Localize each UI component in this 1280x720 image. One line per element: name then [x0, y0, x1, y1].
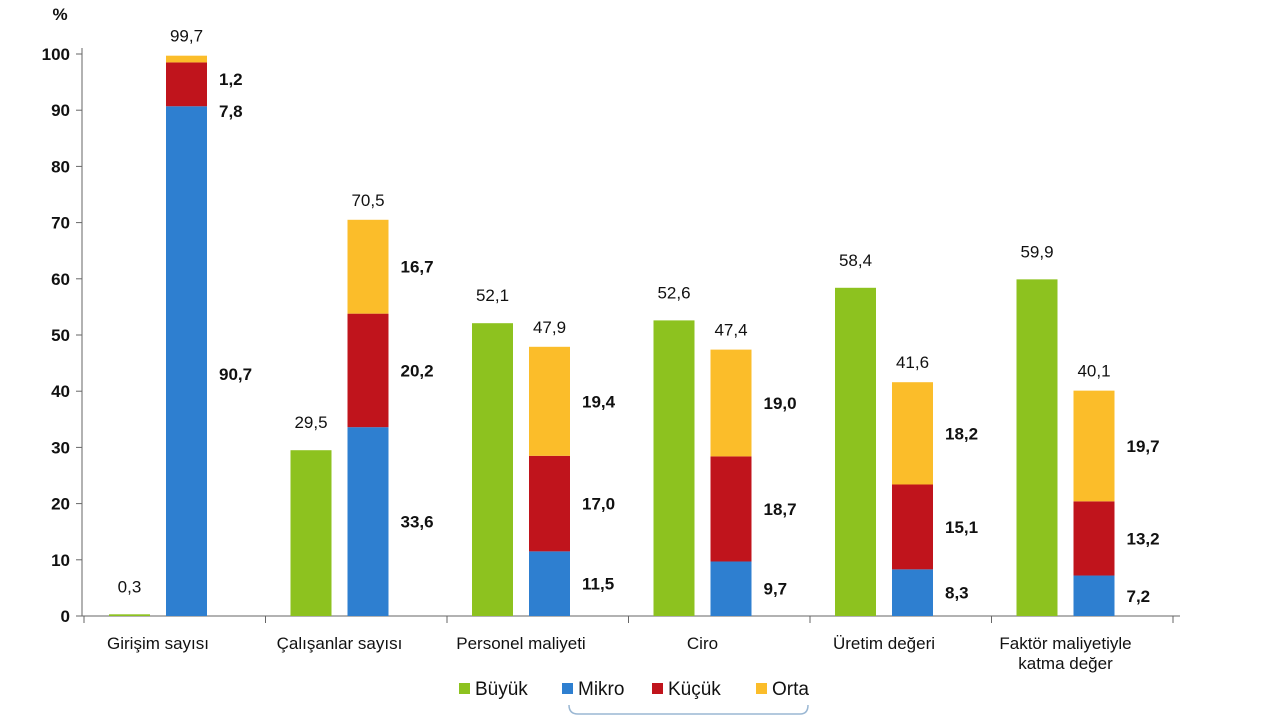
data-label-buyuk: 0,3	[118, 577, 142, 596]
data-label-kucuk: 13,2	[1127, 529, 1160, 548]
data-label-orta: 19,4	[582, 392, 616, 411]
y-unit-label: %	[52, 5, 67, 24]
legend-label-2: Küçük	[668, 679, 721, 700]
y-tick-label: 100	[42, 45, 70, 64]
data-label-orta: 18,2	[945, 424, 978, 443]
bar-buyuk	[290, 450, 332, 616]
data-label-orta: 1,2	[219, 70, 243, 89]
data-label-mikro: 90,7	[219, 365, 252, 384]
data-label-orta: 19,7	[1127, 437, 1160, 456]
data-label-total: 41,6	[896, 353, 929, 372]
bar-segment-orta	[529, 346, 570, 456]
bar-buyuk	[835, 287, 876, 616]
data-label-total: 70,5	[351, 191, 384, 210]
bar-segment-mikro	[166, 106, 207, 617]
bar-segment-kucuk	[529, 455, 570, 552]
y-tick-label: 80	[51, 157, 70, 176]
bar-segment-kucuk	[166, 62, 207, 107]
data-label-mikro: 8,3	[945, 584, 969, 603]
bar-segment-mikro	[529, 551, 570, 616]
y-tick-label: 50	[51, 326, 70, 345]
legend-bracket	[568, 704, 809, 715]
y-tick-label: 30	[51, 438, 70, 457]
bar-buyuk	[472, 323, 513, 616]
data-label-total: 99,7	[170, 27, 203, 46]
bar-segment-mikro	[347, 427, 389, 616]
x-category-label: Girişim sayısı	[107, 634, 209, 653]
bar-segment-kucuk	[1073, 501, 1115, 576]
x-category-label: Faktör maliyetiyle	[999, 634, 1131, 653]
bar-buyuk	[653, 320, 695, 616]
data-label-mikro: 11,5	[582, 575, 614, 594]
x-category-label: Ciro	[687, 634, 718, 653]
y-tick-label: 60	[51, 270, 70, 289]
data-label-kucuk: 20,2	[401, 361, 434, 380]
data-label-buyuk: 29,5	[294, 413, 327, 432]
data-label-kucuk: 7,8	[219, 102, 243, 121]
data-label-total: 47,4	[714, 321, 747, 340]
data-label-total: 40,1	[1077, 362, 1110, 381]
data-label-orta: 16,7	[401, 258, 434, 277]
y-tick-label: 70	[51, 214, 70, 233]
bar-segment-orta	[347, 219, 389, 314]
y-tick-label: 40	[51, 382, 70, 401]
data-label-mikro: 9,7	[764, 580, 788, 599]
bar-segment-orta	[710, 349, 752, 457]
bar-buyuk	[109, 614, 150, 616]
y-tick-label: 10	[51, 551, 70, 570]
legend-label-1: Mikro	[578, 679, 624, 700]
bar-segment-kucuk	[892, 484, 933, 570]
data-label-kucuk: 18,7	[764, 500, 797, 519]
data-label-kucuk: 15,1	[945, 518, 978, 537]
data-label-buyuk: 52,1	[476, 286, 509, 305]
y-tick-label: 0	[61, 607, 70, 626]
legend-swatch-2	[652, 683, 663, 694]
data-label-mikro: 33,6	[401, 513, 434, 532]
bar-segment-kucuk	[710, 456, 752, 562]
bar-segment-orta	[1073, 390, 1115, 502]
bars-layer	[109, 55, 1115, 617]
legend-swatch-0	[459, 683, 470, 694]
data-label-total: 47,9	[533, 318, 566, 337]
data-label-buyuk: 58,4	[839, 251, 872, 270]
bar-segment-mikro	[710, 561, 752, 616]
labels-layer: Girişim sayısı 0,3 90,7 7,8 1,2 99,7 Çalışanla…	[107, 27, 1160, 673]
bar-segment-mikro	[1073, 575, 1115, 616]
x-category-label: katma değer	[1018, 654, 1113, 673]
bar-segment-kucuk	[347, 313, 389, 428]
data-label-kucuk: 17,0	[582, 495, 615, 514]
bar-segment-mikro	[892, 569, 933, 616]
y-tick-label: 90	[51, 101, 70, 120]
y-tick-label: 20	[51, 495, 70, 514]
x-category-label: Personel maliyeti	[456, 634, 585, 653]
data-label-mikro: 7,2	[1127, 587, 1151, 606]
x-category-label: Çalışanlar sayısı	[277, 634, 403, 653]
x-category-label: Üretim değeri	[833, 634, 935, 653]
legend-label-0: Büyük	[475, 679, 528, 700]
data-label-buyuk: 59,9	[1020, 242, 1053, 261]
legend: Büyük Mikro Küçük Orta	[459, 679, 809, 715]
legend-swatch-1	[562, 683, 573, 694]
bar-buyuk	[1016, 279, 1058, 616]
bar-segment-orta	[166, 55, 207, 63]
legend-label-3: Orta	[772, 679, 809, 700]
legend-swatch-3	[756, 683, 767, 694]
bar-segment-orta	[892, 382, 933, 485]
data-label-orta: 19,0	[764, 394, 797, 413]
data-label-buyuk: 52,6	[657, 283, 690, 302]
axis-layer: 0 10 20 30 40 50 60 70 80 90 100%	[42, 5, 1180, 626]
